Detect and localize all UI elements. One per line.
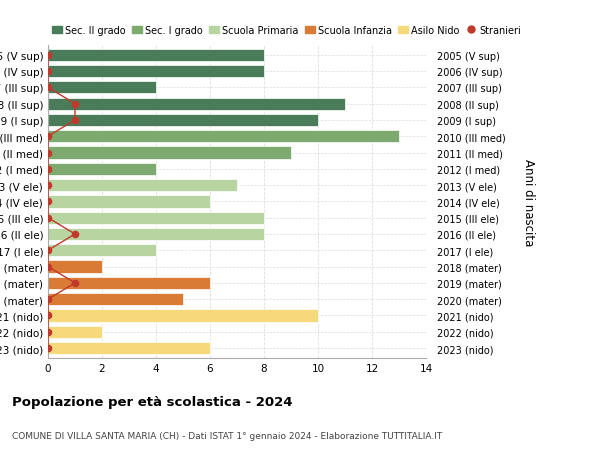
Bar	[48, 310, 318, 322]
Bar	[48, 115, 318, 127]
Bar	[48, 131, 399, 143]
Point	[43, 345, 53, 352]
Point	[43, 214, 53, 222]
Bar	[48, 163, 156, 175]
Point	[43, 166, 53, 173]
Point	[43, 198, 53, 206]
Bar	[48, 179, 237, 192]
Point	[43, 133, 53, 140]
Point	[43, 150, 53, 157]
Point	[70, 280, 80, 287]
Point	[43, 52, 53, 59]
Bar	[48, 229, 264, 241]
Bar	[48, 245, 156, 257]
Point	[43, 84, 53, 92]
Point	[43, 296, 53, 303]
Point	[43, 247, 53, 254]
Bar	[48, 147, 291, 159]
Text: Popolazione per età scolastica - 2024: Popolazione per età scolastica - 2024	[12, 395, 293, 408]
Bar	[48, 342, 210, 354]
Bar	[48, 98, 345, 111]
Bar	[48, 196, 210, 208]
Point	[70, 117, 80, 124]
Bar	[48, 50, 264, 62]
Point	[43, 182, 53, 190]
Bar	[48, 261, 102, 273]
Y-axis label: Anni di nascita: Anni di nascita	[522, 158, 535, 246]
Text: COMUNE DI VILLA SANTA MARIA (CH) - Dati ISTAT 1° gennaio 2024 - Elaborazione TUT: COMUNE DI VILLA SANTA MARIA (CH) - Dati …	[12, 431, 442, 441]
Bar	[48, 82, 156, 94]
Bar	[48, 66, 264, 78]
Point	[43, 263, 53, 271]
Legend: Sec. II grado, Sec. I grado, Scuola Primaria, Scuola Infanzia, Asilo Nido, Stran: Sec. II grado, Sec. I grado, Scuola Prim…	[48, 22, 524, 39]
Point	[43, 312, 53, 319]
Point	[70, 101, 80, 108]
Bar	[48, 212, 264, 224]
Bar	[48, 326, 102, 338]
Point	[70, 231, 80, 238]
Bar	[48, 293, 183, 306]
Point	[43, 328, 53, 336]
Bar	[48, 277, 210, 289]
Point	[43, 68, 53, 76]
